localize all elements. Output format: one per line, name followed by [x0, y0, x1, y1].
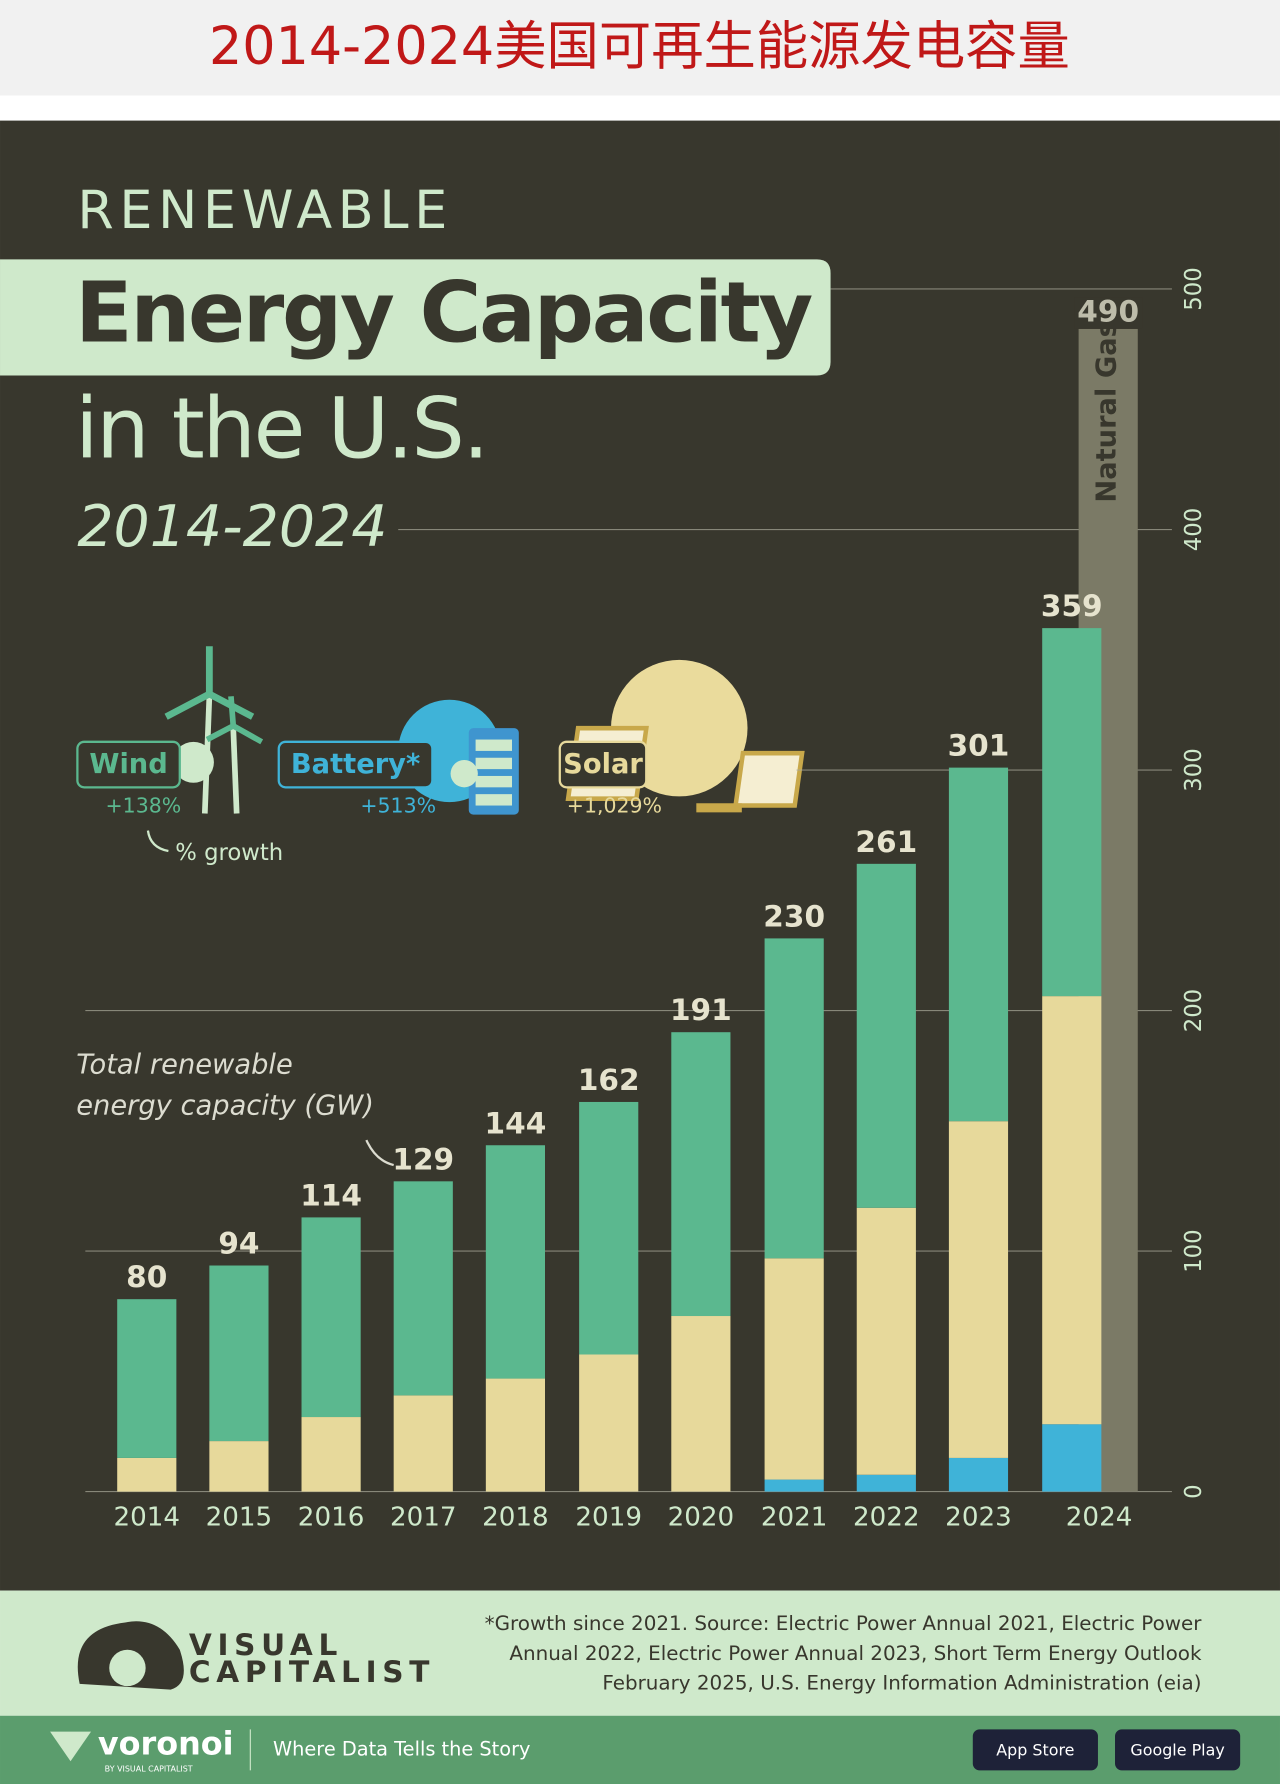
bar-segment	[209, 1441, 269, 1492]
subtitle: 2014-2024	[77, 494, 387, 560]
annotation-arrow	[365, 1139, 394, 1167]
header-bg	[0, 0, 1280, 96]
bar-segment	[764, 1258, 824, 1480]
bar-segment	[579, 1354, 639, 1492]
x-tick-label: 2018	[482, 1502, 549, 1532]
app-button[interactable]	[972, 1729, 1098, 1771]
y-tick-label: 200	[1181, 989, 1207, 1032]
legend-label: Wind	[89, 749, 167, 780]
total-label: 162	[578, 1063, 640, 1097]
legend-growth: +138%	[106, 794, 182, 818]
legend-growth: +1,029%	[567, 794, 662, 818]
bar-segment	[856, 863, 916, 1208]
total-label: 359	[1041, 589, 1103, 623]
bar-segment	[948, 1457, 1009, 1492]
play-button[interactable]	[1115, 1729, 1241, 1771]
brand: VISUAL	[189, 1628, 343, 1662]
logo-mark	[77, 1621, 184, 1690]
bar-segment	[117, 1457, 177, 1492]
play-button-label[interactable]: Google Play	[1130, 1741, 1224, 1760]
total-label: 129	[392, 1142, 454, 1176]
growth-arrow	[146, 830, 169, 853]
bar-segment	[209, 1265, 269, 1442]
x-tick-label: 2021	[761, 1502, 828, 1532]
wind-icon	[164, 646, 264, 814]
total-label: 80	[126, 1260, 167, 1294]
x-tick-label: 2019	[575, 1502, 642, 1532]
bar-segment	[485, 1145, 545, 1379]
legend-label: Solar	[563, 749, 643, 780]
total-label: 114	[300, 1178, 362, 1212]
legend-box	[558, 740, 648, 789]
logo: voronoi	[98, 1724, 234, 1762]
bar-segment	[579, 1101, 639, 1355]
total-label: 191	[670, 993, 732, 1027]
total-label: 301	[948, 729, 1010, 763]
voronoi-mark	[50, 1731, 92, 1762]
title-line2: in the U.S.	[75, 380, 487, 478]
gap	[0, 95, 1280, 121]
bar-segment	[671, 1032, 731, 1317]
bar-segment	[393, 1181, 453, 1396]
source: *Growth since 2021. Source: Electric Pow…	[485, 1612, 1203, 1635]
supertitle: RENEWABLE	[77, 180, 453, 241]
bar-segment	[1042, 996, 1102, 1425]
total-label: 94	[218, 1227, 259, 1261]
total-label: 144	[485, 1106, 547, 1140]
annotation: energy capacity (GW)	[76, 1091, 374, 1122]
source: Annual 2022, Electric Power Annual 2023,…	[509, 1642, 1202, 1665]
total-label: 261	[855, 825, 917, 859]
y-tick-label: 500	[1181, 267, 1207, 310]
bar-segment	[301, 1417, 361, 1492]
bar-segment	[301, 1217, 361, 1418]
tagline: Where Data Tells the Story	[273, 1737, 530, 1760]
source: February 2025, U.S. Energy Information A…	[602, 1671, 1201, 1694]
bar-segment	[764, 1479, 824, 1492]
bar-segment	[393, 1395, 453, 1492]
bar-segment	[1042, 628, 1102, 997]
title-box	[0, 259, 831, 376]
reference-label-bg	[1074, 297, 1143, 329]
x-tick-label: 2017	[390, 1502, 457, 1532]
bar-segment	[856, 1474, 916, 1492]
reference-label: 490	[1077, 295, 1139, 329]
x-tick-label: 2023	[945, 1502, 1012, 1532]
bar-segment	[671, 1316, 731, 1492]
bar-segment	[117, 1299, 177, 1458]
legend-box	[277, 740, 434, 789]
app-button-label[interactable]: App Store	[996, 1741, 1074, 1760]
reference-name: Natural Gas	[1092, 321, 1123, 503]
legend-box	[76, 740, 181, 789]
x-tick-label: 2020	[668, 1502, 735, 1532]
x-tick-label: 2022	[853, 1502, 920, 1532]
y-tick-label: 300	[1181, 748, 1207, 791]
legend-growth: +513%	[360, 794, 436, 818]
total-label: 230	[763, 899, 825, 933]
growth-note: % growth	[175, 840, 283, 866]
bar-segment	[764, 938, 824, 1259]
y-tick-label: 400	[1181, 508, 1207, 551]
footer-bg	[0, 1590, 1280, 1716]
bar-segment	[948, 767, 1009, 1122]
annotation: Total renewable	[76, 1050, 293, 1081]
logo-sub: BY VISUAL CAPITALIST	[105, 1765, 193, 1774]
legend-label: Battery*	[291, 749, 420, 780]
x-tick-label: 2016	[298, 1502, 365, 1532]
bar-segment	[1042, 1424, 1102, 1492]
bar-segment	[856, 1207, 916, 1475]
title: Energy Capacity	[75, 264, 812, 362]
x-tick-label: 2015	[206, 1502, 273, 1532]
bar-segment	[485, 1378, 545, 1492]
y-tick-label: 0	[1181, 1484, 1207, 1498]
y-tick-label: 100	[1181, 1229, 1207, 1272]
bar-segment	[948, 1121, 1009, 1458]
x-tick-label: 2014	[113, 1502, 180, 1532]
x-tick-label: 2024	[1066, 1502, 1133, 1532]
header-title: 2014-2024美国可再生能源发电容量	[209, 16, 1070, 77]
brand: CAPITALIST	[189, 1655, 435, 1689]
